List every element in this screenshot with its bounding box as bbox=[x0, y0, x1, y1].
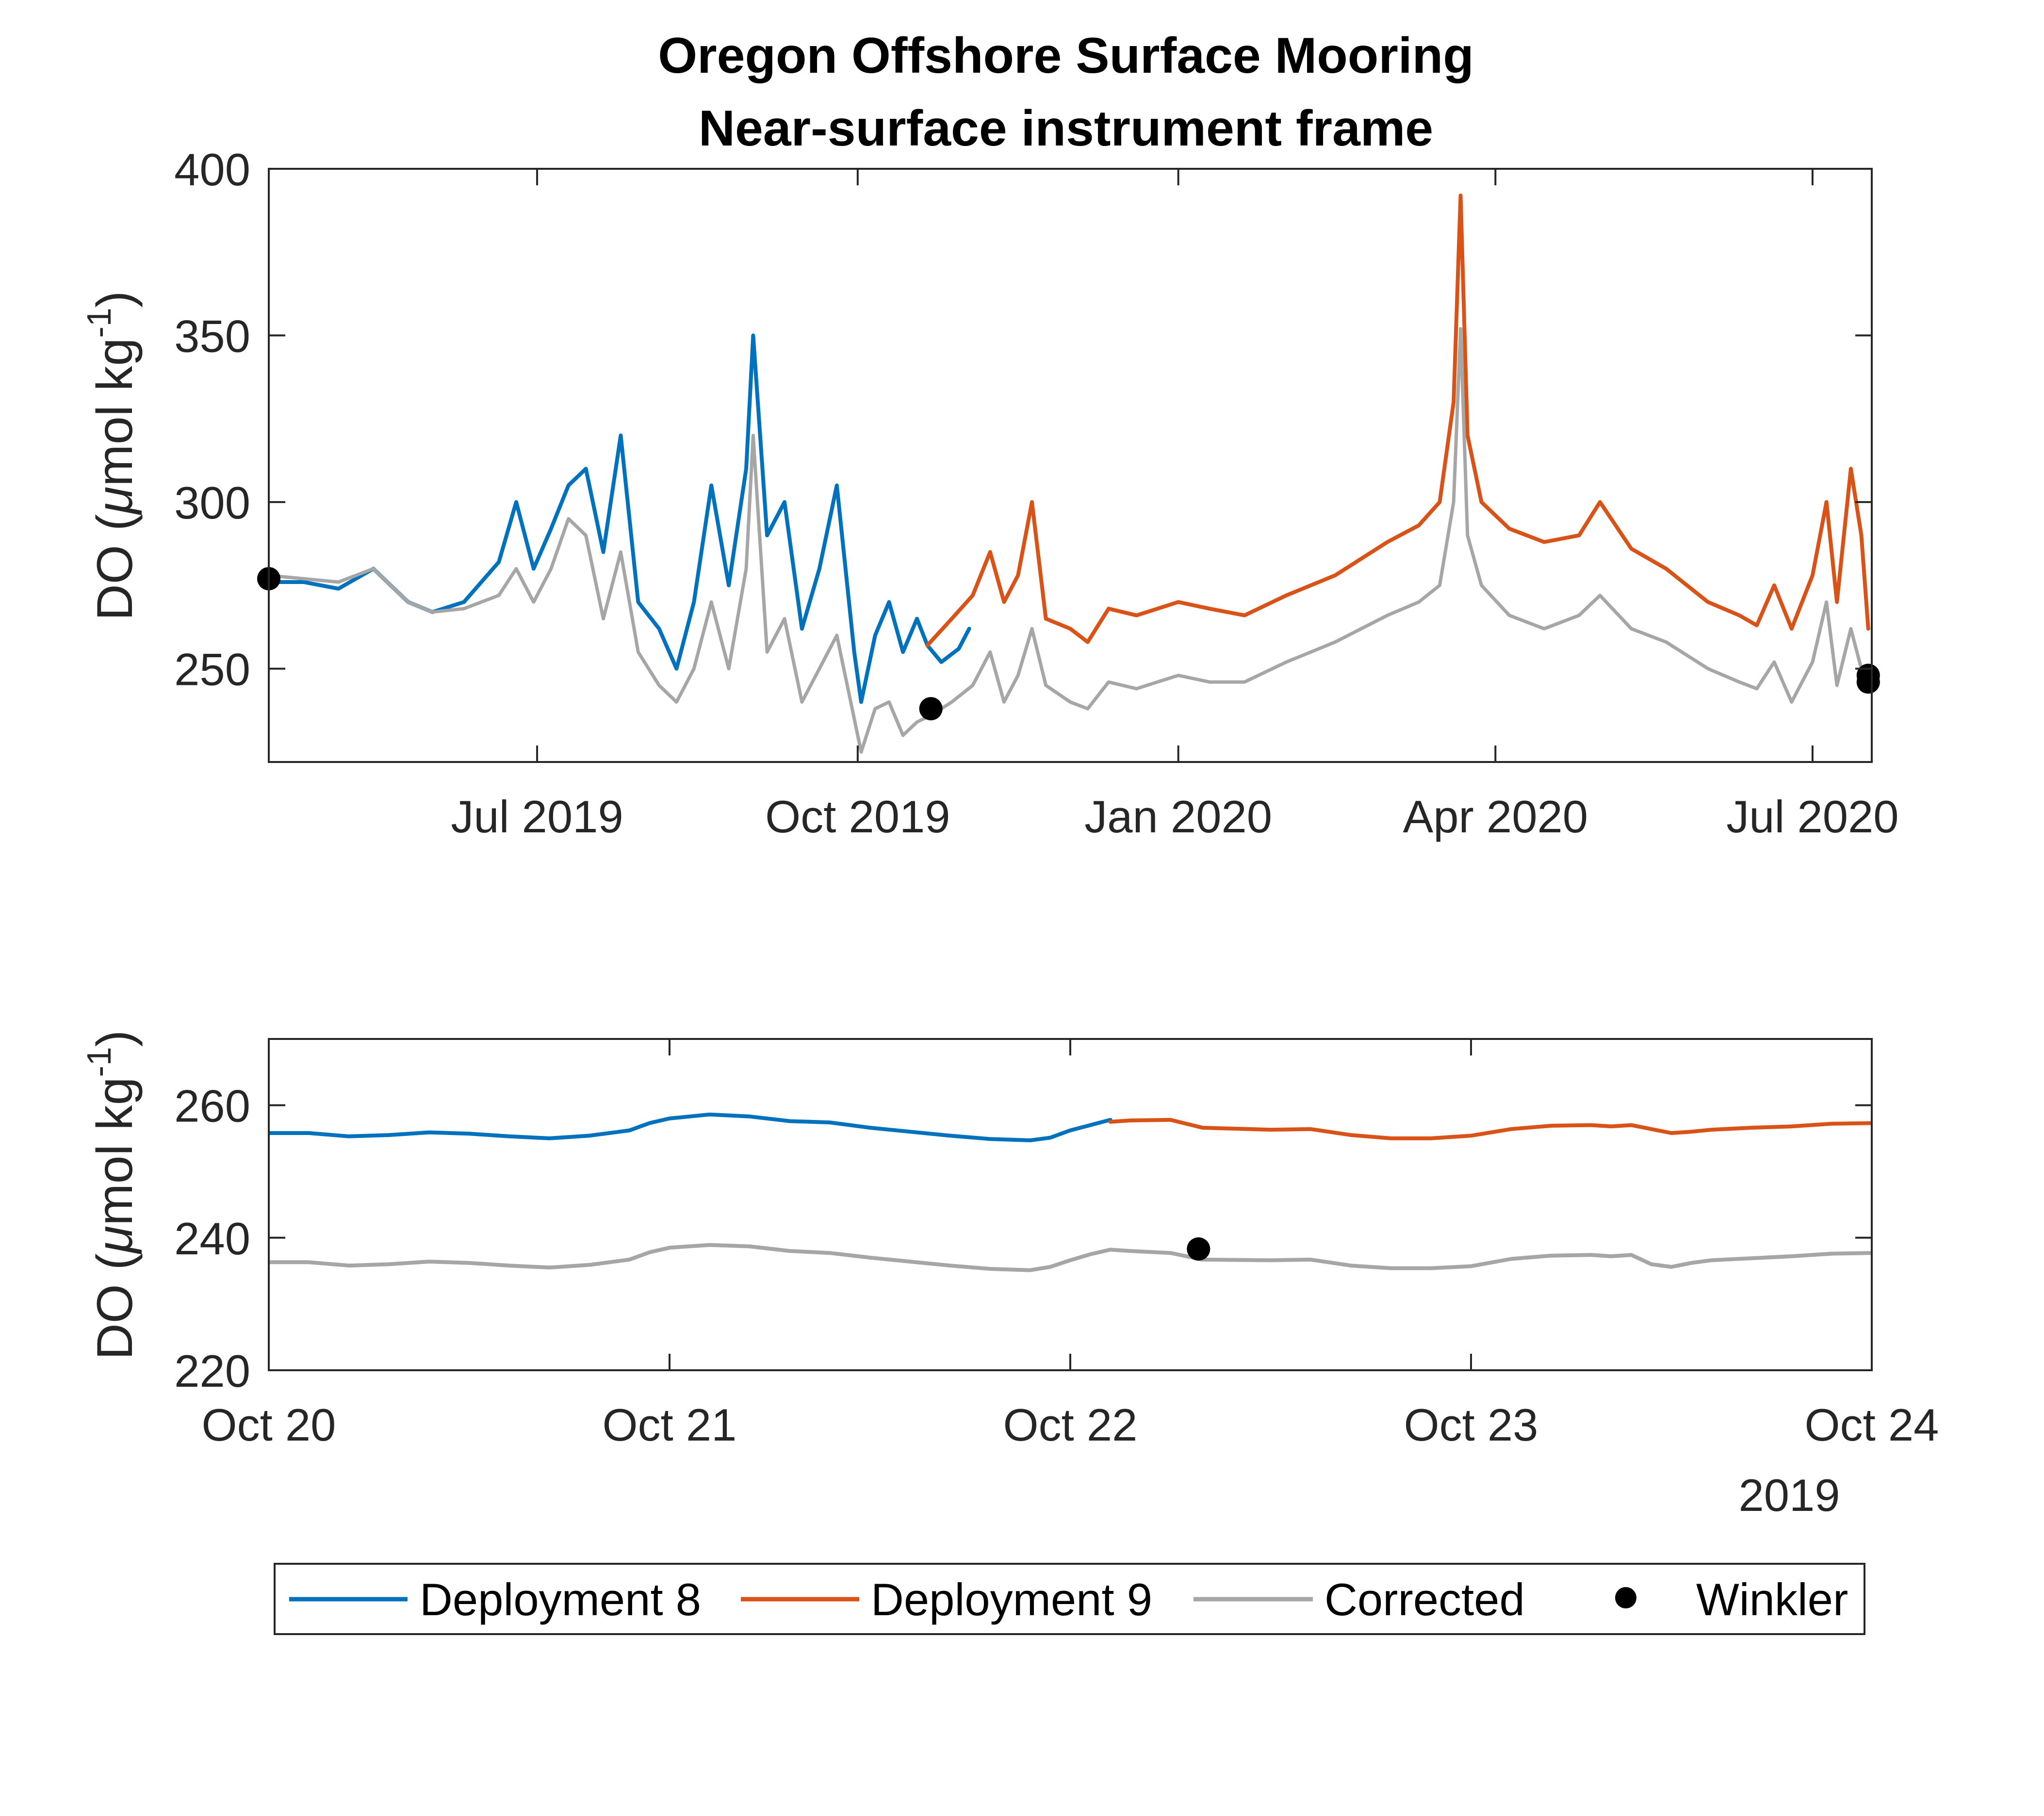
top-x-tick-label: Jul 2020 bbox=[1726, 791, 1898, 842]
top-series-deployment9-line bbox=[925, 194, 1870, 648]
legend: Deployment 8 Deployment 9 Corrected Wink… bbox=[274, 1563, 1865, 1635]
chart-title-line2: Near-surface instrument frame bbox=[699, 100, 1433, 157]
top-y-axis-label: DO (μmol kg-1) bbox=[80, 291, 143, 621]
legend-label-winkler: Winkler bbox=[1696, 1574, 1848, 1625]
top-y-tick-label: 300 bbox=[174, 477, 250, 528]
top-series-deployment8-line bbox=[269, 333, 971, 704]
top-axes-box bbox=[268, 168, 1873, 763]
bottom-y-axis-label: DO (μmol kg-1) bbox=[80, 1030, 143, 1360]
top-x-tick-label: Apr 2020 bbox=[1403, 791, 1588, 842]
top-x-tick-label: Jan 2020 bbox=[1084, 791, 1272, 842]
legend-label-deployment-8: Deployment 8 bbox=[420, 1574, 701, 1625]
top-winkler-point-1 bbox=[919, 697, 943, 721]
bottom-x-tick-label: Oct 21 bbox=[603, 1399, 737, 1450]
chart-title-line1: Oregon Offshore Surface Mooring bbox=[658, 28, 1473, 84]
legend-label-deployment-9: Deployment 9 bbox=[871, 1574, 1152, 1625]
legend-label-corrected: Corrected bbox=[1325, 1574, 1525, 1625]
top-panel: 250 300 350 400 Jul 2019 Oct 2019 Jan 2020 Apr … bbox=[80, 144, 1899, 842]
top-series-group bbox=[269, 194, 1870, 754]
bottom-series-corrected-line bbox=[269, 1243, 1872, 1272]
top-y-tick-label: 350 bbox=[174, 311, 250, 362]
top-y-tick-label: 400 bbox=[174, 144, 250, 195]
top-y-tick-label: 250 bbox=[174, 644, 250, 695]
top-x-tick-label: Jul 2019 bbox=[451, 791, 623, 842]
legend-swatch-winkler bbox=[1615, 1587, 1636, 1608]
bottom-x-tick-label: Oct 22 bbox=[1003, 1399, 1138, 1450]
bottom-series-group bbox=[269, 1112, 1872, 1272]
bottom-x-year-label: 2019 bbox=[1738, 1470, 1840, 1521]
bottom-series-deployment9-line bbox=[1108, 1118, 1872, 1140]
bottom-panel: 220 240 260 Oct 20 Oct 21 Oct 22 Oct 23 Oct 24 2… bbox=[80, 1030, 1939, 1521]
legend-box bbox=[274, 1563, 1865, 1635]
bottom-series-deployment8-line bbox=[269, 1112, 1112, 1142]
top-x-tick-label: Oct 2019 bbox=[765, 791, 950, 842]
bottom-y-tick-label: 240 bbox=[174, 1213, 250, 1264]
top-series-corrected-line bbox=[269, 327, 1870, 754]
bottom-y-tick-label: 220 bbox=[174, 1346, 250, 1396]
bottom-y-tick-label: 260 bbox=[174, 1081, 250, 1132]
top-winkler-point-3 bbox=[1856, 664, 1880, 687]
bottom-winkler-point-0 bbox=[1187, 1237, 1210, 1261]
bottom-x-tick-label: Oct 23 bbox=[1404, 1399, 1538, 1450]
bottom-x-tick-label: Oct 20 bbox=[202, 1399, 336, 1450]
bottom-x-tick-label: Oct 24 bbox=[1805, 1399, 1939, 1450]
